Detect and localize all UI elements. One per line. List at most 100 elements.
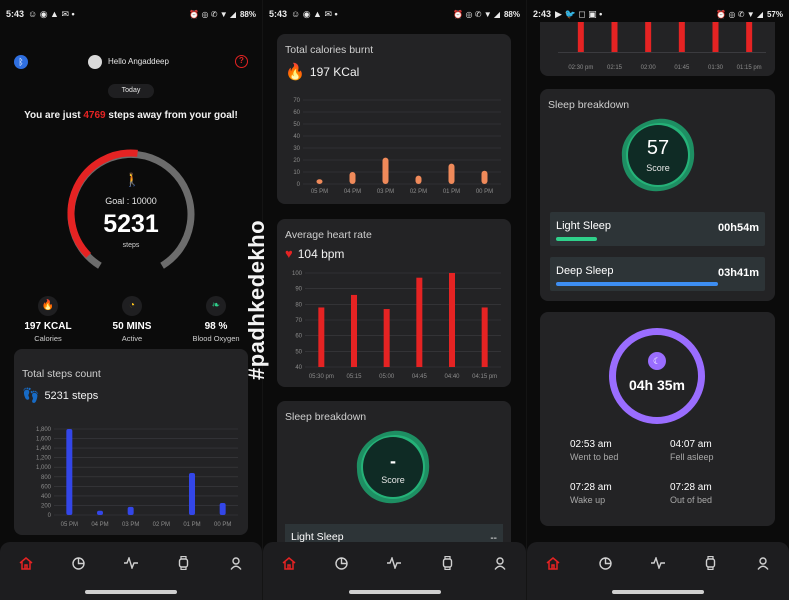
x-tick-label: 05 PM [311, 189, 328, 195]
stat-item[interactable]: ◔ 50 MINS Active [92, 296, 172, 343]
date-selector[interactable]: Today [108, 84, 154, 98]
sleep-card[interactable]: Sleep breakdown 57 Score Light Sleep 00h… [540, 89, 775, 301]
y-tick-label: 60 [295, 334, 302, 340]
help-icon[interactable]: ? [235, 55, 248, 68]
out-of-bed-entry: 07:28 am Out of bed [670, 482, 712, 505]
gesture-bar[interactable] [348, 590, 441, 594]
wake-time-entry: 07:28 am Wake up [570, 482, 612, 505]
y-tick-label: 600 [41, 484, 52, 490]
deep-sleep-row[interactable]: Deep Sleep 03h41m [550, 257, 765, 291]
bottom-nav [0, 542, 262, 600]
sleep-screen: 2:43 ▶ 🐦 ◻ ▣ • ⏰ ◎ ✆ ▼ ◢ 57% 02:30 pm 02:15… [527, 0, 789, 600]
calories-card[interactable]: Total calories burnt 🔥 197 KCal 0 10 20 30 4… [277, 34, 511, 204]
deep-sleep-value: 03h41m [718, 267, 759, 279]
calories-bar-chart: 0 10 20 30 40 50 60 70 05 PM 04 PM 03 PM 02 PM 01 PM… [293, 98, 501, 195]
notification-icons: ☺ ◉ ▲ ✉ • [28, 8, 75, 19]
watch-icon[interactable] [173, 553, 193, 573]
moon-icon: ☾ [648, 352, 666, 370]
status-time: 5:43 [6, 9, 25, 19]
heart-rate-value: 104 bpm [297, 246, 345, 261]
leaf-icon: ❧ [206, 296, 226, 316]
bluetooth-icon[interactable]: ᛒ [14, 55, 28, 69]
avatar[interactable] [88, 55, 102, 69]
light-sleep-value: 00h54m [718, 222, 759, 234]
activity-icon[interactable] [384, 553, 404, 573]
stats-icon[interactable] [69, 553, 89, 573]
x-tick-label: 02 PM [153, 522, 170, 528]
walking-icon: 🚶 [124, 172, 141, 187]
home-icon[interactable] [279, 553, 299, 573]
y-tick-label: 200 [41, 503, 52, 509]
y-tick-label: 50 [293, 122, 300, 128]
heart-rate-card[interactable]: Average heart rate ♥ 104 bpm 40 50 60 70 80 9… [277, 219, 511, 387]
stats-icon[interactable] [332, 553, 352, 573]
x-tick-label: 03 PM [377, 189, 394, 195]
status-bar: 2:43 ▶ 🐦 ◻ ▣ • ⏰ ◎ ✆ ▼ ◢ 57% [527, 0, 789, 28]
x-tick-label: 05:15 [346, 374, 362, 380]
progress-ring-fill [67, 149, 138, 258]
watermark-text: #padhkedekho [244, 219, 269, 380]
home-icon[interactable] [543, 553, 563, 573]
stat-item[interactable]: ❧ 98 % Blood Oxygen [176, 296, 256, 343]
sleep-duration: 04h 35m [628, 377, 686, 393]
profile-icon[interactable] [490, 553, 510, 573]
activity-icon[interactable] [121, 553, 141, 573]
x-tick-label: 05:30 pm [309, 374, 334, 380]
y-tick-label: 50 [295, 349, 302, 355]
status-bar: 5:43 ☺ ◉ ▲ ✉ • ⏰ ◎ ✆ ▼ ◢ 88% [263, 0, 526, 28]
sleep-score-blob [621, 118, 695, 192]
y-tick-label: 20 [293, 158, 300, 164]
sleep-score-value: 57 [646, 137, 670, 159]
fire-icon: 🔥 [38, 296, 58, 316]
clock-icon: ◔ [122, 296, 142, 316]
stats-icon[interactable] [596, 553, 616, 573]
notification-icons: ☺ ◉ ▲ ✉ • [291, 8, 338, 19]
watch-icon[interactable] [700, 553, 720, 573]
light-sleep-row[interactable]: Light Sleep 00h54m [550, 212, 765, 246]
battery-level: 88% [239, 9, 256, 19]
x-tick-label: 00 PM [214, 522, 231, 528]
stats-screen: 5:43 ☺ ◉ ▲ ✉ • ⏰ ◎ ✆ ▼ ◢ 88% Total calorie… [263, 0, 526, 600]
sleep-score-label: Score [646, 163, 670, 173]
goal-message: You are just 4769 steps away from your g… [0, 110, 262, 121]
gesture-bar[interactable] [85, 590, 177, 594]
profile-icon[interactable] [753, 553, 773, 573]
gesture-bar[interactable] [612, 590, 704, 594]
calories-card-title: Total calories burnt [285, 44, 374, 56]
profile-icon[interactable] [226, 553, 246, 573]
steps-remaining: 4769 [83, 110, 106, 121]
chart-bar [416, 277, 423, 367]
heart-rate-card-partial[interactable]: 02:30 pm 02:15 02:00 01:45 01:30 01:15 pm [540, 22, 775, 76]
chart-bar [189, 472, 195, 515]
stat-label: Blood Oxygen [192, 334, 240, 343]
stat-label: Calories [34, 334, 62, 343]
sleep-summary-card[interactable]: ☾ 04h 35m 02:53 am Went to bed 04:07 am … [540, 312, 775, 526]
home-icon[interactable] [16, 553, 36, 573]
y-tick-label: 10 [293, 170, 300, 176]
activity-icon[interactable] [648, 553, 668, 573]
steps-card[interactable]: Total steps count 👣 5231 steps 0 200 400 60… [14, 349, 248, 535]
heart-icon: ♥ [285, 246, 293, 261]
watch-icon[interactable] [437, 553, 457, 573]
y-tick-label: 60 [293, 110, 300, 116]
fire-icon: 🔥 [285, 64, 305, 81]
chart-bar [383, 309, 390, 367]
x-tick-label: 03 PM [122, 522, 139, 528]
chart-bar [449, 273, 455, 367]
stat-item[interactable]: 🔥 197 KCAL Calories [8, 296, 88, 343]
chart-bar [746, 22, 753, 52]
goal-message-prefix: You are just [24, 110, 84, 121]
x-tick-label: 02:30 pm [568, 65, 593, 71]
steps-value: 5231 [103, 210, 159, 238]
chart-bar [415, 175, 422, 184]
entry-label: Out of bed [670, 495, 713, 505]
y-tick-label: 40 [293, 134, 300, 140]
y-tick-label: 70 [295, 318, 302, 324]
sleep-card-empty[interactable]: Sleep breakdown - Score Light Sleep -- [277, 401, 511, 561]
chart-bar [481, 307, 488, 367]
chart-bar [127, 506, 134, 515]
x-tick-label: 04:40 [444, 374, 460, 380]
chart-bar [219, 503, 226, 515]
heart-rate-bar-chart: 40 50 60 70 80 90 100 05:30 pm 05:15 05:00 04:45 04… [292, 271, 501, 380]
status-time: 5:43 [269, 9, 288, 19]
